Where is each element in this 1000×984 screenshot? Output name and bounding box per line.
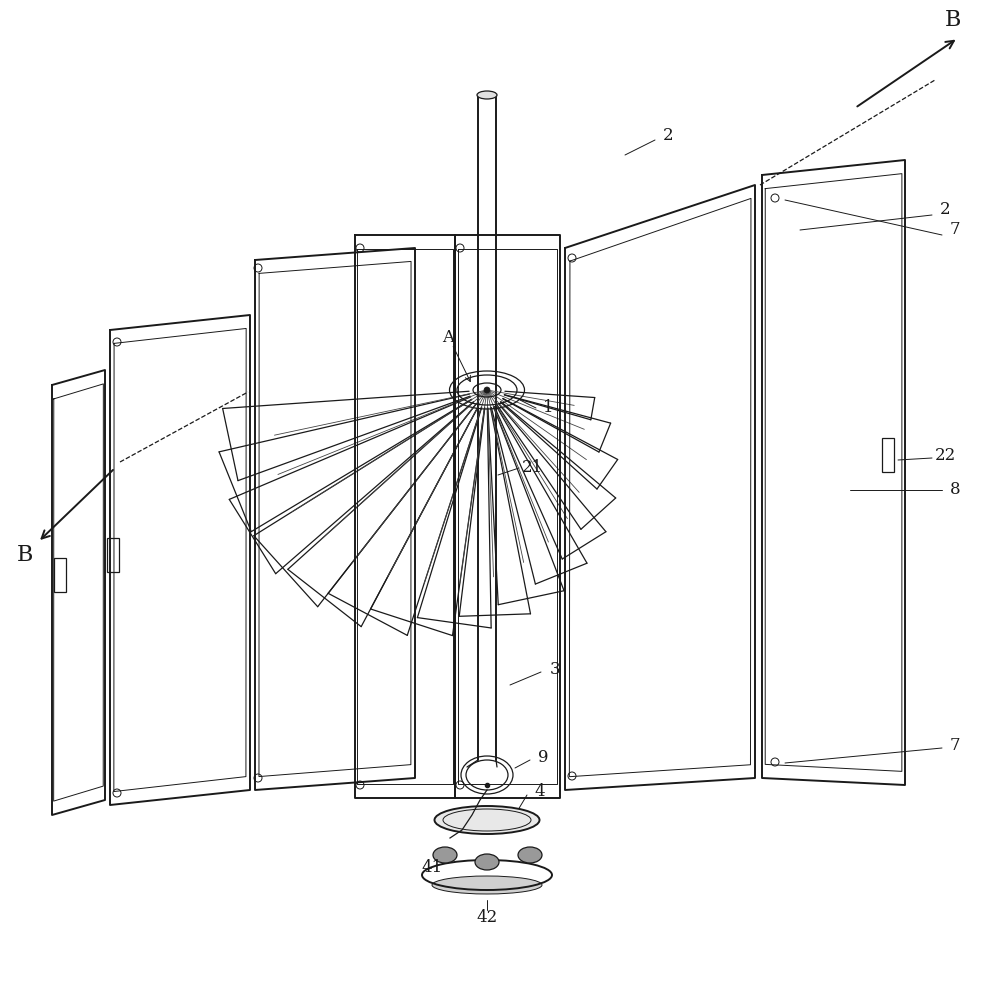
Circle shape xyxy=(484,387,490,393)
Text: 3: 3 xyxy=(550,661,560,679)
Text: 2: 2 xyxy=(940,202,950,218)
Text: 41: 41 xyxy=(421,859,443,877)
Ellipse shape xyxy=(477,91,497,99)
Text: A: A xyxy=(442,330,454,346)
Ellipse shape xyxy=(433,847,457,863)
Text: 4: 4 xyxy=(535,783,545,801)
Text: 8: 8 xyxy=(950,481,960,499)
Text: B: B xyxy=(945,9,961,31)
Text: 22: 22 xyxy=(934,447,956,463)
Ellipse shape xyxy=(518,847,542,863)
Ellipse shape xyxy=(432,876,542,894)
Text: 7: 7 xyxy=(950,736,960,754)
Ellipse shape xyxy=(475,854,499,870)
Text: 2: 2 xyxy=(663,127,673,144)
Text: 7: 7 xyxy=(950,221,960,238)
Text: B: B xyxy=(17,544,33,566)
Ellipse shape xyxy=(434,806,540,834)
Text: 1: 1 xyxy=(543,400,553,416)
Text: 9: 9 xyxy=(538,750,548,767)
Text: 42: 42 xyxy=(476,909,498,927)
Text: 21: 21 xyxy=(521,460,543,476)
